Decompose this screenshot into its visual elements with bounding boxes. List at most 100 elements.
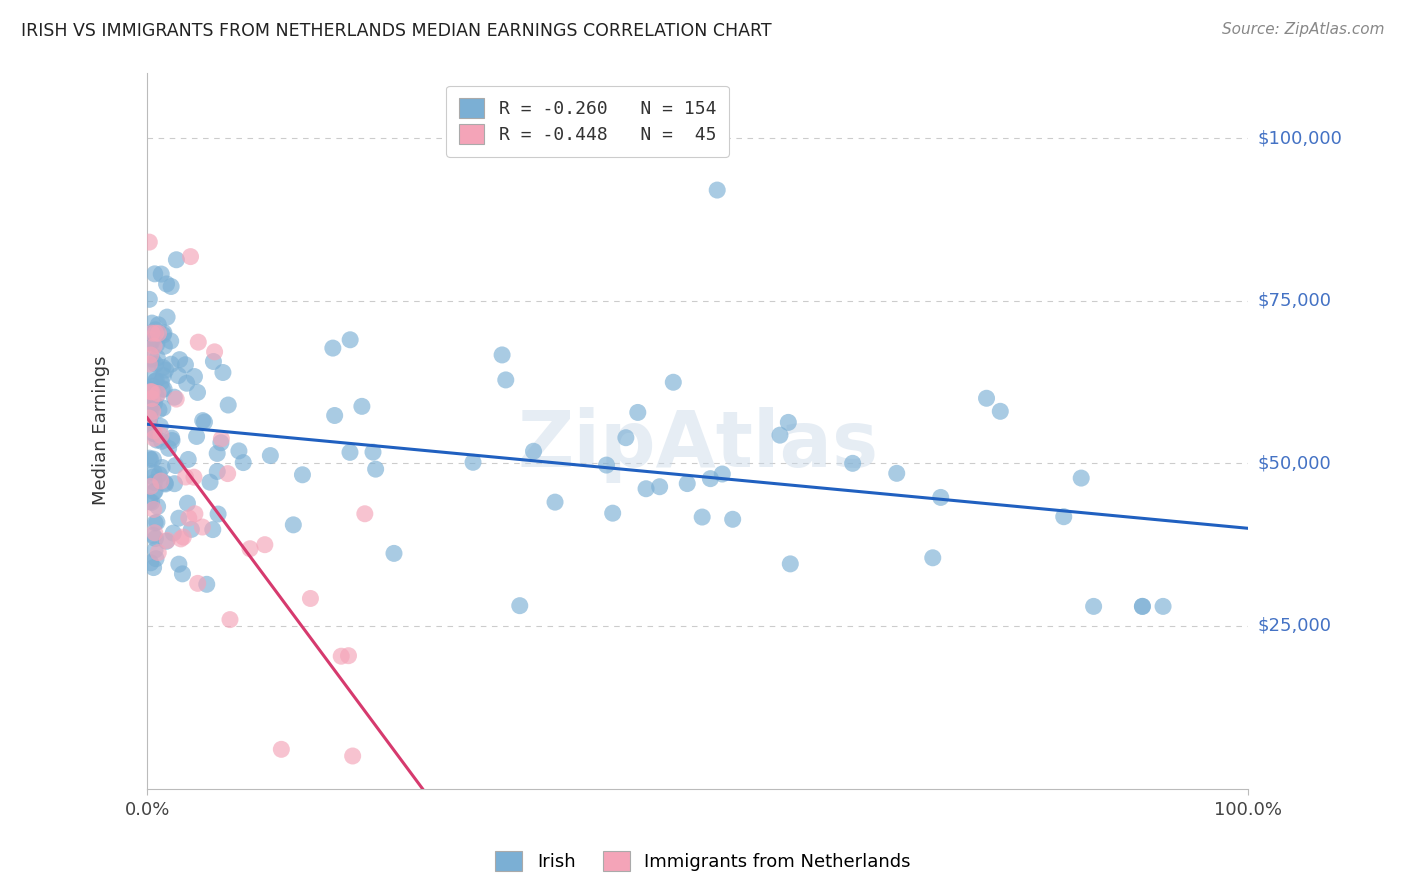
Point	[174, 358, 197, 372]
Point	[141, 495, 163, 509]
Point	[138, 494, 160, 508]
Point	[146, 386, 169, 401]
Point	[162, 526, 184, 541]
Point	[146, 515, 169, 529]
Point	[778, 416, 800, 430]
Point	[152, 360, 174, 375]
Point	[207, 465, 229, 479]
Text: $75,000: $75,000	[1257, 292, 1331, 310]
Point	[141, 334, 163, 349]
Text: IRISH VS IMMIGRANTS FROM NETHERLANDS MEDIAN EARNINGS CORRELATION CHART: IRISH VS IMMIGRANTS FROM NETHERLANDS MED…	[21, 22, 772, 40]
Point	[142, 426, 165, 441]
Point	[283, 517, 305, 532]
Point	[461, 455, 484, 469]
Point	[160, 431, 183, 445]
Point	[150, 434, 173, 449]
Text: $50,000: $50,000	[1257, 454, 1330, 472]
Point	[495, 373, 517, 387]
Point	[299, 591, 322, 606]
Point	[165, 458, 187, 473]
Point	[921, 550, 943, 565]
Point	[145, 390, 167, 404]
Point	[148, 318, 170, 332]
Point	[382, 546, 405, 560]
Point	[142, 560, 165, 574]
Point	[232, 456, 254, 470]
Point	[139, 452, 162, 467]
Point	[204, 344, 226, 359]
Point	[177, 511, 200, 525]
Text: Source: ZipAtlas.com: Source: ZipAtlas.com	[1222, 22, 1385, 37]
Point	[976, 391, 998, 405]
Point	[145, 357, 167, 371]
Point	[176, 496, 198, 510]
Point	[690, 510, 713, 524]
Point	[187, 576, 209, 591]
Point	[322, 341, 344, 355]
Point	[169, 352, 191, 367]
Point	[142, 502, 165, 516]
Point	[138, 415, 160, 429]
Point	[212, 366, 235, 380]
Point	[167, 511, 190, 525]
Point	[202, 354, 225, 368]
Point	[138, 387, 160, 401]
Point	[491, 348, 513, 362]
Point	[184, 507, 207, 521]
Point	[141, 352, 163, 367]
Point	[141, 392, 163, 406]
Point	[138, 421, 160, 435]
Point	[156, 533, 179, 548]
Point	[145, 326, 167, 341]
Point	[146, 433, 169, 447]
Point	[841, 456, 863, 470]
Point	[139, 397, 162, 411]
Point	[595, 458, 617, 472]
Legend: Irish, Immigrants from Netherlands: Irish, Immigrants from Netherlands	[488, 844, 918, 879]
Point	[148, 326, 170, 341]
Point	[167, 557, 190, 571]
Point	[145, 323, 167, 337]
Point	[142, 470, 165, 484]
Point	[145, 374, 167, 388]
Point	[177, 452, 200, 467]
Point	[155, 477, 177, 491]
Point	[145, 532, 167, 546]
Point	[150, 382, 173, 396]
Point	[201, 523, 224, 537]
Point	[163, 476, 186, 491]
Point	[141, 316, 163, 330]
Point	[191, 414, 214, 428]
Point	[509, 599, 531, 613]
Point	[259, 449, 281, 463]
Point	[138, 293, 160, 307]
Point	[159, 334, 181, 348]
Point	[150, 267, 173, 281]
Point	[1070, 471, 1092, 485]
Point	[139, 404, 162, 418]
Point	[145, 551, 167, 566]
Point	[138, 357, 160, 371]
Point	[176, 376, 198, 391]
Point	[142, 424, 165, 438]
Point	[291, 467, 314, 482]
Point	[167, 368, 190, 383]
Point	[170, 532, 193, 546]
Point	[149, 428, 172, 442]
Point	[1132, 599, 1154, 614]
Point	[339, 445, 361, 459]
Point	[183, 369, 205, 384]
Point	[148, 403, 170, 417]
Point	[138, 383, 160, 397]
Point	[207, 507, 229, 521]
Point	[150, 460, 173, 475]
Point	[522, 444, 544, 458]
Point	[156, 310, 179, 324]
Point	[219, 613, 242, 627]
Point	[143, 339, 166, 353]
Point	[634, 482, 657, 496]
Point	[209, 432, 232, 446]
Legend: R = -0.260   N = 154, R = -0.448   N =  45: R = -0.260 N = 154, R = -0.448 N = 45	[446, 86, 728, 157]
Point	[988, 404, 1011, 418]
Point	[139, 384, 162, 399]
